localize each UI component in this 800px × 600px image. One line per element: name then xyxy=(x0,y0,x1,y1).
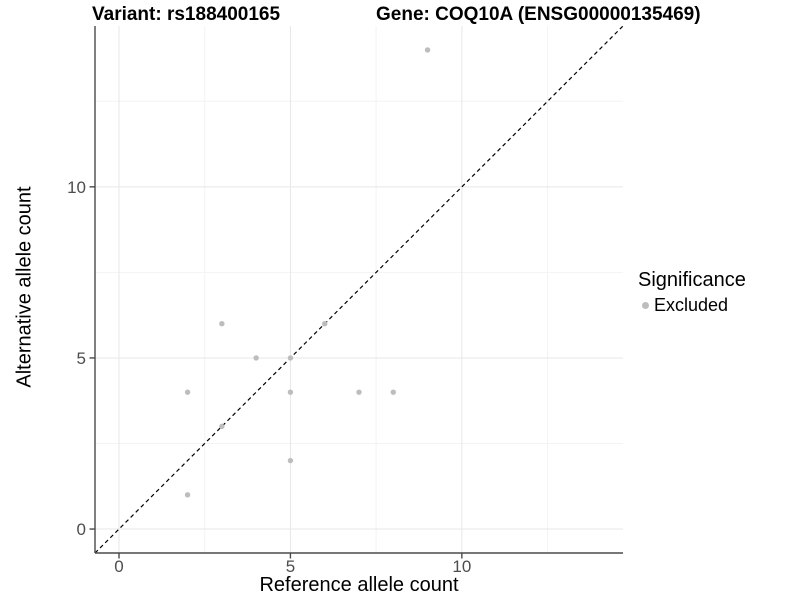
legend-item-label: Excluded xyxy=(654,295,729,315)
x-tick-label: 5 xyxy=(286,557,295,576)
y-axis-title: Alternative allele count xyxy=(13,186,36,388)
data-point xyxy=(219,423,225,430)
x-tick-label: 10 xyxy=(452,557,471,576)
y-tick-label: 0 xyxy=(77,520,86,539)
data-point xyxy=(184,492,191,498)
data-point xyxy=(287,355,294,361)
y-tick-label: 10 xyxy=(67,178,86,197)
data-point xyxy=(356,389,362,395)
identity-reference-line xyxy=(94,25,624,554)
data-point xyxy=(219,321,225,327)
data-point xyxy=(184,389,191,395)
data-point xyxy=(322,321,328,327)
legend-title: Significance xyxy=(638,269,746,291)
legend-item-excluded: Excluded xyxy=(638,295,746,316)
plot-title-gene: Gene: COQ10A (ENSG00000135469) xyxy=(376,4,701,25)
data-point xyxy=(287,389,294,395)
legend: Significance Excluded xyxy=(638,269,746,316)
x-tick-label: 0 xyxy=(114,557,123,576)
legend-point-icon xyxy=(642,302,649,309)
y-tick-label: 5 xyxy=(77,349,86,368)
x-axis-title: Reference allele count xyxy=(259,574,459,596)
data-point xyxy=(287,457,294,464)
plot-title-variant: Variant: rs188400165 xyxy=(92,4,281,25)
data-point xyxy=(424,47,431,53)
data-point xyxy=(390,389,396,395)
data-point xyxy=(253,355,259,361)
